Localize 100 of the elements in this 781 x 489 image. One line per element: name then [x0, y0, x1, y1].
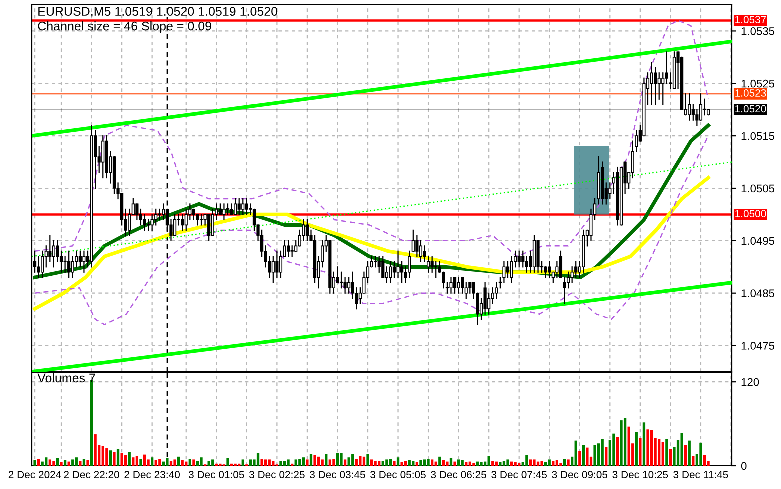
x-tick-label: 3 Dec 06:25: [431, 471, 486, 479]
bar: [642, 422, 646, 466]
bar: [302, 458, 305, 466]
candlestick: [68, 250, 71, 278]
bar: [646, 430, 650, 466]
bar: [188, 459, 192, 466]
bar: [249, 460, 252, 466]
candlestick: [544, 266, 548, 278]
candlestick: [392, 261, 396, 278]
bar: [506, 460, 510, 466]
bar: [120, 453, 124, 466]
bar: [348, 458, 350, 466]
bar: [352, 454, 354, 466]
bar: [393, 461, 396, 466]
bar: [166, 458, 169, 466]
bar: [461, 460, 464, 466]
y-tick-label: 1.0505: [742, 184, 775, 193]
x-tick-label: 3 Dec 10:25: [612, 471, 668, 479]
bar: [124, 456, 128, 466]
x-tick-label: 3 Dec 05:05: [370, 471, 426, 479]
candlestick: [446, 282, 450, 294]
bar: [582, 445, 585, 466]
bar: [94, 434, 97, 466]
bar: [143, 454, 146, 466]
bar: [540, 461, 544, 466]
bar: [574, 440, 578, 466]
bar: [212, 460, 214, 466]
bar: [612, 434, 616, 466]
bar: [287, 460, 290, 466]
bar: [177, 456, 180, 466]
bar: [662, 442, 664, 466]
y-tick-label: 1.0525: [742, 80, 775, 88]
x-tick-label: 3 Dec 03:45: [310, 471, 366, 479]
bar: [389, 459, 392, 466]
bar: [480, 462, 483, 466]
candlestick: [306, 219, 310, 242]
candlestick: [200, 214, 204, 226]
bar: [192, 460, 196, 466]
candlestick: [208, 214, 211, 242]
bar: [692, 456, 695, 466]
bar: [688, 440, 691, 466]
bar: [586, 448, 589, 466]
x-tick-label: 3 Dec 09:05: [552, 471, 608, 479]
bar: [416, 462, 419, 466]
x-tick-label: 2 Dec 22:20: [64, 471, 120, 479]
bar: [336, 453, 340, 466]
bar: [400, 462, 404, 466]
candlestick: [650, 62, 654, 106]
candlestick: [457, 277, 460, 294]
bar: [294, 460, 298, 466]
bar: [476, 462, 480, 466]
candlestick: [419, 240, 423, 262]
bar: [283, 461, 286, 466]
bar: [200, 458, 203, 466]
candlestick: [181, 214, 184, 231]
bar: [185, 462, 188, 466]
candlestick: [272, 256, 275, 284]
bar: [366, 454, 370, 466]
candlestick: [348, 277, 351, 294]
bar: [601, 439, 604, 466]
bar: [563, 459, 566, 466]
bar: [132, 458, 135, 466]
bar: [560, 463, 562, 466]
bar: [423, 460, 426, 466]
bar: [533, 460, 536, 466]
bar: [226, 458, 230, 466]
candlestick: [658, 72, 661, 100]
candlestick: [548, 261, 552, 278]
y-tick-label: 1.0535: [742, 27, 775, 36]
candlestick: [234, 198, 238, 216]
bar: [45, 458, 48, 466]
y-tick-label: 1.0515: [742, 132, 775, 140]
bar: [438, 456, 442, 466]
bar: [457, 460, 460, 466]
bar: [450, 458, 453, 466]
bar: [536, 462, 540, 466]
bar: [174, 460, 176, 466]
candlestick: [78, 250, 82, 268]
bar: [684, 445, 688, 466]
line-series: [33, 176, 710, 311]
y-tick-label: 0: [741, 462, 747, 470]
bar: [465, 462, 468, 466]
ref-line-label: 1.0523: [736, 90, 766, 97]
bar: [154, 460, 158, 466]
bar: [298, 459, 302, 466]
bar: [325, 454, 328, 466]
bar: [666, 439, 668, 466]
bar: [321, 460, 324, 466]
bar: [420, 460, 422, 466]
candlestick: [506, 261, 510, 278]
candlestick: [48, 235, 52, 262]
candlestick: [374, 256, 378, 268]
candlestick: [286, 240, 290, 258]
bar: [68, 462, 70, 466]
candlestick: [136, 204, 139, 221]
bar: [427, 459, 430, 466]
bar: [48, 460, 52, 466]
bar: [242, 460, 244, 466]
bar: [332, 459, 336, 466]
bar: [344, 460, 347, 466]
